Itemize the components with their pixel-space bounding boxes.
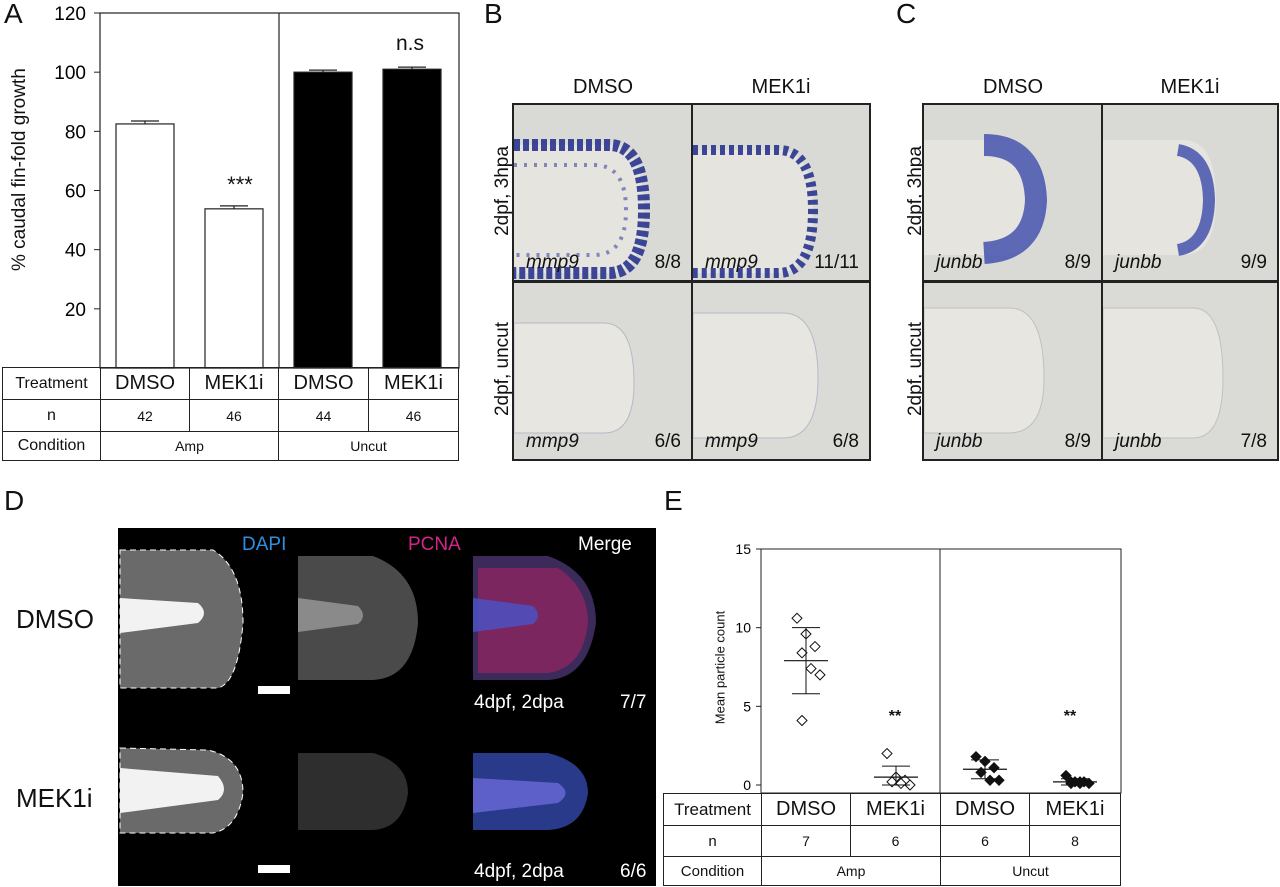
- panel-a-ytick-label-20: 20: [65, 300, 86, 321]
- panel-e-n-4: 8: [1029, 825, 1121, 857]
- panel-a-bar-4: [382, 68, 442, 369]
- panel-b-ratio-4: 6/8: [832, 431, 859, 452]
- panel-e-ytick-label-5: 5: [743, 698, 751, 714]
- panel-c-gene-4: junbb: [1115, 431, 1162, 452]
- panel-c-image-dmso-uncut: junbb 8/9: [922, 281, 1103, 461]
- panel-e-point-g4-1: [1060, 769, 1072, 782]
- panel-b-col-dmso: DMSO: [573, 76, 633, 98]
- panel-letter-c: C: [896, 0, 917, 29]
- panel-b-ratio-3: 6/6: [654, 431, 681, 452]
- panel-c-image-mek1i-3hpa: junbb 9/9: [1101, 103, 1279, 282]
- panel-d-row-mek1i: MEK1i: [16, 783, 93, 813]
- panel-c-gene-1: junbb: [936, 252, 983, 273]
- fin-tissue-image: [1103, 307, 1224, 439]
- panel-d-row-dmso: DMSO: [16, 604, 94, 634]
- panel-d-caption-stage-1: 4dpf, 2dpa: [474, 692, 564, 713]
- fin-tissue-image: [924, 134, 1048, 264]
- panel-a-bar-chart: 20 40 60 80 100 120: [54, 4, 460, 369]
- panel-e-row-label-treatment: Treatment: [663, 793, 762, 826]
- panel-letter-e: E: [664, 485, 683, 516]
- panel-e-sig-1: **: [888, 708, 902, 725]
- panel-e-treatment-3: DMSO: [940, 793, 1030, 826]
- panel-c-ratio-4: 7/8: [1240, 431, 1267, 452]
- panel-e-ytick-label-15: 15: [735, 541, 751, 557]
- panel-a-bar-1: [115, 123, 175, 369]
- panel-e-point-g3-1: [970, 750, 982, 763]
- panel-b-image-dmso-3hpa: mmp9 8/8: [512, 103, 693, 282]
- panel-e-treatment-2: MEK1i: [850, 793, 941, 826]
- panel-e-point-g3-3: [988, 761, 1000, 774]
- panel-d-channel-dapi: DAPI: [242, 534, 287, 555]
- panel-b-image-mek1i-uncut: mmp9 6/8: [691, 281, 871, 461]
- panel-e-ytick-label-0: 0: [743, 777, 751, 793]
- fin-tissue-image: [924, 307, 1045, 434]
- fin-tissue-image: [514, 139, 651, 279]
- panel-a-ytick-label-100: 100: [54, 63, 86, 84]
- fin-tissue-image: [1103, 140, 1216, 256]
- panel-e-sig-2: **: [1063, 708, 1077, 725]
- panel-a-sig-1: ***: [227, 172, 253, 197]
- panel-b-gene-1: mmp9: [526, 252, 579, 273]
- panel-e-point-g1-4: [796, 647, 808, 659]
- panel-c-ratio-3: 8/9: [1064, 431, 1091, 452]
- panel-e-point-g2-1: [881, 747, 893, 760]
- panel-e-ytick-label-10: 10: [735, 620, 751, 636]
- panel-c-gene-3: junbb: [936, 431, 983, 452]
- panel-letter-d: D: [4, 485, 25, 516]
- panel-e-point-g3-4: [975, 766, 987, 779]
- panel-letter-a: A: [4, 0, 23, 29]
- panel-d-channel-pcna: PCNA: [408, 534, 461, 555]
- panel-e-point-g2-4: [886, 776, 898, 788]
- panel-e-point-g1-7: [796, 714, 808, 727]
- panel-a-ytick-label-120: 120: [54, 4, 86, 25]
- panel-e-treatment-1: DMSO: [761, 793, 851, 826]
- panel-a-condition-uncut: Uncut: [278, 431, 459, 461]
- panel-letter-b: B: [484, 0, 503, 29]
- panel-c-ratio-2: 9/9: [1240, 252, 1267, 273]
- fin-tissue-image: [693, 312, 819, 439]
- panel-d-caption-ratio-2: 6/6: [620, 861, 647, 882]
- panel-c-ratio-1: 8/9: [1064, 252, 1091, 273]
- fin-tissue-image: [693, 145, 819, 278]
- panel-c-image-mek1i-uncut: junbb 7/8: [1101, 281, 1279, 461]
- panel-b-ratio-2: 11/11: [814, 252, 859, 273]
- panel-b-image-dmso-uncut: mmp9 6/6: [512, 281, 693, 461]
- panel-e-point-g1-1: [791, 612, 803, 624]
- panel-e-point-g1-6: [814, 669, 826, 681]
- panel-b-gene-2: mmp9: [705, 252, 758, 273]
- panel-e-point-g1-3: [809, 640, 821, 653]
- panel-e-n-2: 6: [850, 825, 941, 857]
- panel-a-bar-2: [204, 208, 264, 369]
- fin-tissue-image: [514, 322, 635, 434]
- panel-a-ytick-label-40: 40: [65, 241, 86, 262]
- panel-a-ytick-label-80: 80: [65, 122, 86, 143]
- panel-b-col-mek1i: MEK1i: [751, 76, 811, 98]
- panel-e-point-g2-5: [895, 777, 907, 790]
- panel-d-caption-stage-2: 4dpf, 2dpa: [474, 861, 564, 882]
- panel-b-gene-3: mmp9: [526, 431, 579, 452]
- panel-c-col-mek1i: MEK1i: [1160, 76, 1220, 98]
- panel-e-n-1: 7: [761, 825, 851, 857]
- panel-b-ratio-1: 8/8: [654, 252, 681, 273]
- panel-c-gene-2: junbb: [1115, 252, 1162, 273]
- panel-e-row-label-n: n: [663, 825, 762, 857]
- panel-b-gene-4: mmp9: [705, 431, 758, 452]
- panel-e-plot-frame: [760, 548, 1122, 794]
- panel-d-micrographs: [119, 549, 596, 873]
- panel-c-col-dmso: DMSO: [983, 76, 1043, 98]
- panel-e-point-g1-5: [805, 662, 817, 675]
- panel-a-ytick-label-60: 60: [65, 182, 86, 203]
- panel-d-fluorescence-grid: DAPI PCNA Merge 4dpf, 2dpa 7/7 4dpf, 2dp…: [118, 528, 656, 886]
- panel-d-caption-ratio-1: 7/7: [620, 692, 647, 713]
- panel-e-treatment-4: MEK1i: [1029, 793, 1121, 826]
- panel-e-n-3: 6: [940, 825, 1030, 857]
- panel-e-condition-uncut: Uncut: [940, 856, 1121, 886]
- panel-e-row-label-condition: Condition: [663, 856, 762, 886]
- panel-b-image-mek1i-3hpa: mmp9 11/11: [691, 103, 871, 282]
- panel-d-channel-merge: Merge: [578, 534, 632, 555]
- panel-e-condition-amp: Amp: [761, 856, 941, 886]
- panel-a-sig-2: n.s: [395, 32, 424, 55]
- panel-e-point-g3-6: [993, 774, 1005, 786]
